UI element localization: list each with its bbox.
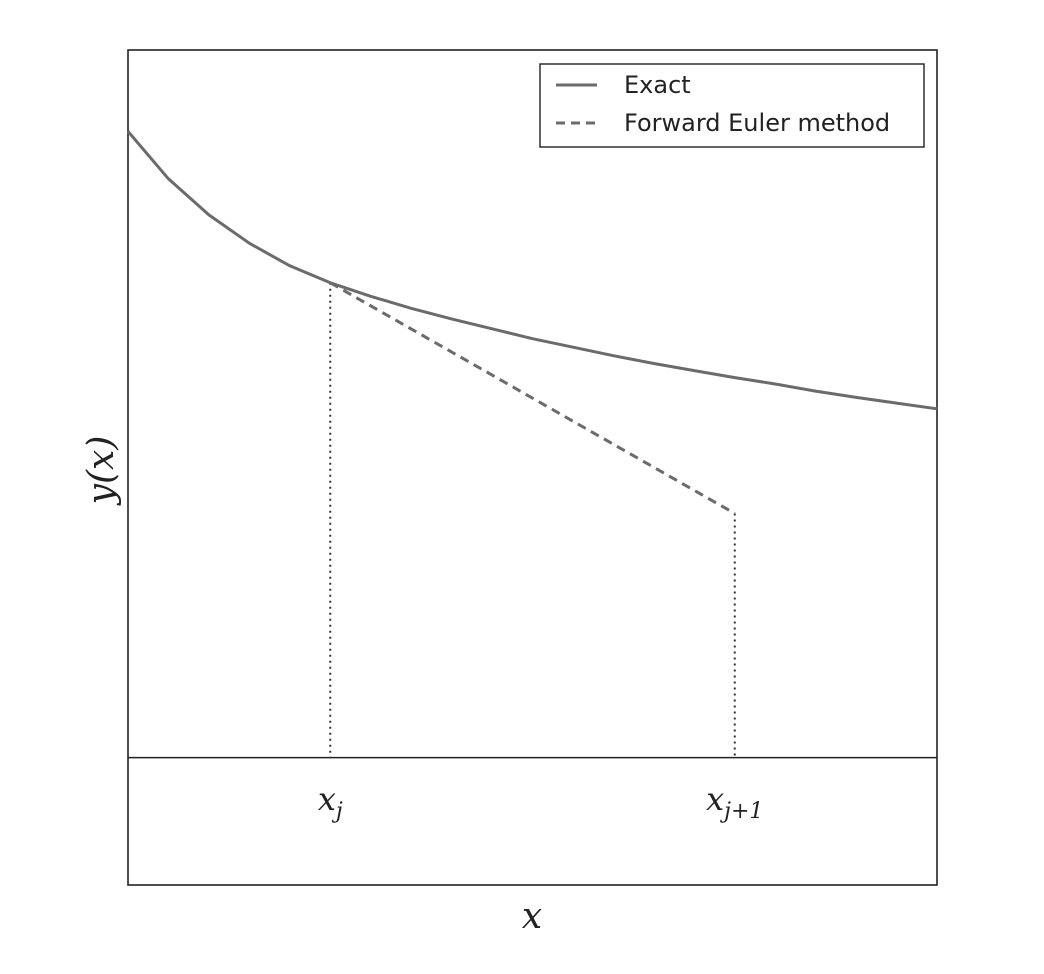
x-axis-label: x [522, 896, 542, 937]
series-line-exact [126, 130, 938, 411]
legend-label-forward-euler: Forward Euler method [624, 109, 890, 137]
legend-label-exact: Exact [624, 71, 691, 99]
guide-tick-label-1: xj+1 [706, 780, 763, 824]
guide-labels: xj xj+1 [318, 780, 764, 824]
guide-tick-label-0: xj [318, 780, 343, 824]
legend-box [539, 63, 925, 148]
y-axis-label: y(x) [81, 436, 122, 507]
legend: Exact Forward Euler method [539, 63, 925, 148]
plot-frame [127, 49, 938, 886]
plot-layer [126, 130, 938, 759]
series-line-forward-euler-method [329, 281, 736, 515]
